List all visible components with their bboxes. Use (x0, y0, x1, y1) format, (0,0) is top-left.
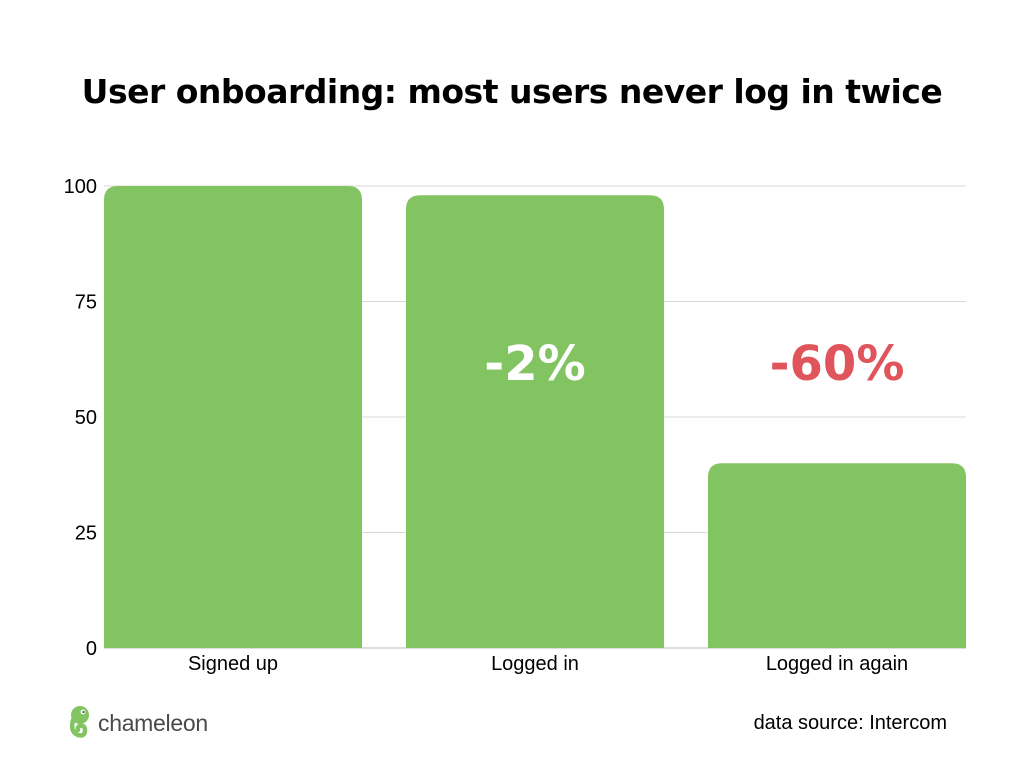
bar (104, 186, 362, 648)
y-tick-label: 75 (75, 292, 97, 314)
x-tick-label: Logged in again (766, 653, 908, 675)
data-source-note: data source: Intercom (753, 712, 947, 734)
x-tick-label: Signed up (188, 653, 278, 675)
y-tick-label: 100 (64, 176, 97, 198)
bar (406, 195, 664, 649)
x-tick-label: Logged in (491, 653, 579, 675)
chameleon-logo: chameleon (68, 704, 208, 742)
chart-title: User onboarding: most users never log in… (81, 72, 943, 111)
data-label: -60% (770, 336, 905, 392)
data-label: -2% (484, 336, 585, 392)
y-tick-label: 50 (75, 407, 97, 429)
logo-text: chameleon (98, 709, 208, 736)
y-tick-label: 25 (75, 523, 97, 545)
bar (708, 463, 966, 648)
y-tick-label: 0 (86, 638, 97, 660)
chameleon-icon (69, 706, 89, 738)
